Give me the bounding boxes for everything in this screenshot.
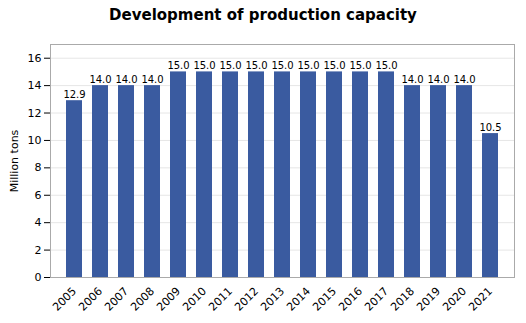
svg-text:2014: 2014 — [284, 285, 313, 314]
svg-text:14.0: 14.0 — [427, 74, 449, 85]
svg-text:14: 14 — [28, 79, 42, 92]
svg-text:12.9: 12.9 — [63, 89, 85, 100]
svg-text:2017: 2017 — [362, 285, 391, 314]
svg-text:15.0: 15.0 — [167, 60, 189, 71]
svg-text:2013: 2013 — [258, 285, 287, 314]
svg-text:2009: 2009 — [154, 285, 183, 314]
svg-text:15.0: 15.0 — [375, 60, 397, 71]
svg-text:Million tons: Million tons — [8, 129, 21, 192]
svg-text:15.0: 15.0 — [297, 60, 319, 71]
svg-text:15.0: 15.0 — [193, 60, 215, 71]
svg-text:12: 12 — [28, 107, 42, 120]
svg-text:2010: 2010 — [180, 285, 209, 314]
svg-text:14.0: 14.0 — [115, 74, 137, 85]
svg-text:0: 0 — [35, 271, 42, 284]
html-text:Development of production capa: Development of production capacity — [109, 6, 417, 24]
svg-text:2006: 2006 — [76, 285, 105, 314]
svg-text:2012: 2012 — [232, 285, 261, 314]
svg-text:10.5: 10.5 — [479, 122, 501, 133]
svg-text:2015: 2015 — [310, 285, 339, 314]
svg-text:15.0: 15.0 — [219, 60, 241, 71]
svg-text:2019: 2019 — [414, 285, 443, 314]
svg-text:10: 10 — [28, 134, 42, 147]
svg-text:14.0: 14.0 — [453, 74, 475, 85]
svg-text:15.0: 15.0 — [245, 60, 267, 71]
svg-text:15.0: 15.0 — [323, 60, 345, 71]
svg-text:6: 6 — [35, 189, 42, 202]
svg-text:2008: 2008 — [128, 285, 157, 314]
svg-text:8: 8 — [35, 161, 42, 174]
svg-text:2011: 2011 — [206, 285, 235, 314]
svg-text:14.0: 14.0 — [89, 74, 111, 85]
svg-text:2020: 2020 — [440, 285, 469, 314]
svg-text:2007: 2007 — [102, 285, 131, 314]
svg-text:2021: 2021 — [466, 285, 495, 314]
svg-text:4: 4 — [35, 216, 42, 229]
svg-text:15.0: 15.0 — [271, 60, 293, 71]
svg-text:14.0: 14.0 — [401, 74, 423, 85]
svg-text:2: 2 — [35, 244, 42, 257]
svg-text:14.0: 14.0 — [141, 74, 163, 85]
svg-text:2016: 2016 — [336, 285, 365, 314]
svg-text:15.0: 15.0 — [349, 60, 371, 71]
svg-text:16: 16 — [28, 52, 42, 65]
svg-text:2018: 2018 — [388, 285, 417, 314]
svg-text:2005: 2005 — [50, 285, 79, 314]
